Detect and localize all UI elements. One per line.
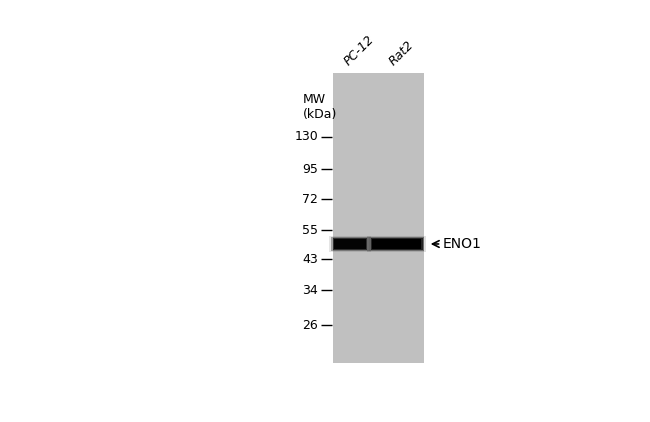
Text: PC-12: PC-12 [341, 33, 377, 68]
Bar [331, 237, 369, 251]
Bar [334, 239, 366, 249]
Text: 26: 26 [302, 319, 318, 332]
Bar [372, 239, 421, 249]
Text: MW
(kDa): MW (kDa) [303, 93, 337, 121]
Text: ENO1: ENO1 [443, 237, 482, 251]
Bar [329, 235, 371, 252]
Text: 95: 95 [302, 163, 318, 176]
Bar [333, 73, 424, 362]
Text: 34: 34 [302, 284, 318, 297]
Text: 130: 130 [294, 130, 318, 143]
Bar [369, 237, 424, 251]
Bar [371, 238, 422, 250]
Bar [333, 238, 367, 250]
Text: 55: 55 [302, 224, 318, 236]
Text: 43: 43 [302, 253, 318, 266]
Text: 72: 72 [302, 192, 318, 206]
Text: Rat2: Rat2 [387, 39, 417, 68]
Bar [367, 235, 426, 252]
